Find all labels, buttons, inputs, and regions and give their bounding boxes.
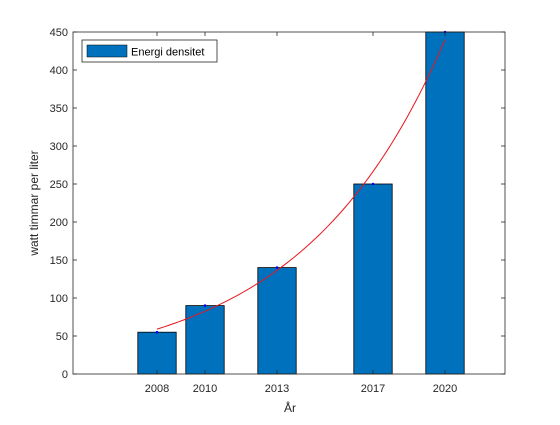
y-tick-label: 100 [50, 293, 68, 305]
data-point-2013 [275, 266, 279, 269]
data-point-2017 [371, 182, 375, 186]
bar-2017 [353, 183, 393, 375]
axes-box [72, 31, 506, 375]
legend: Energi densitet [81, 39, 218, 63]
data-points-group [155, 30, 447, 334]
y-tick-label: 200 [50, 217, 68, 229]
y-axis-label: watt timmar per liter [27, 150, 41, 256]
y-tick-label: 250 [50, 179, 68, 191]
legend-swatch [86, 44, 128, 58]
axes-group [72, 31, 506, 375]
legend-label: Energi densitet [131, 47, 204, 59]
y-tick-label: 350 [50, 103, 68, 115]
x-axis-label: År [284, 400, 296, 415]
y-tick-label: 400 [50, 65, 68, 77]
y-tick-label: 450 [50, 27, 68, 39]
fit-curve-group [156, 39, 446, 330]
y-tick-label: 50 [56, 331, 68, 343]
x-tick-label: 2010 [193, 383, 217, 395]
tick-labels-group: 0 50 100 150 200 250 300 350 400 450 2008 2010 2013 2… [50, 27, 458, 395]
y-tick-label: 0 [62, 369, 68, 381]
data-point-2008 [155, 330, 159, 334]
bar-2020 [425, 31, 465, 375]
x-tick-label: 2008 [145, 383, 169, 395]
x-tick-label: 2013 [265, 383, 289, 395]
bar-2013 [257, 267, 297, 375]
bar-2008 [137, 331, 177, 375]
fit-curve [156, 39, 446, 330]
x-tick-label: 2020 [433, 383, 457, 395]
x-tick-label: 2017 [361, 383, 385, 395]
y-tick-label: 300 [50, 141, 68, 153]
data-point-2010 [203, 304, 207, 307]
y-tick-label: 150 [50, 255, 68, 267]
bar-2010 [185, 305, 225, 375]
